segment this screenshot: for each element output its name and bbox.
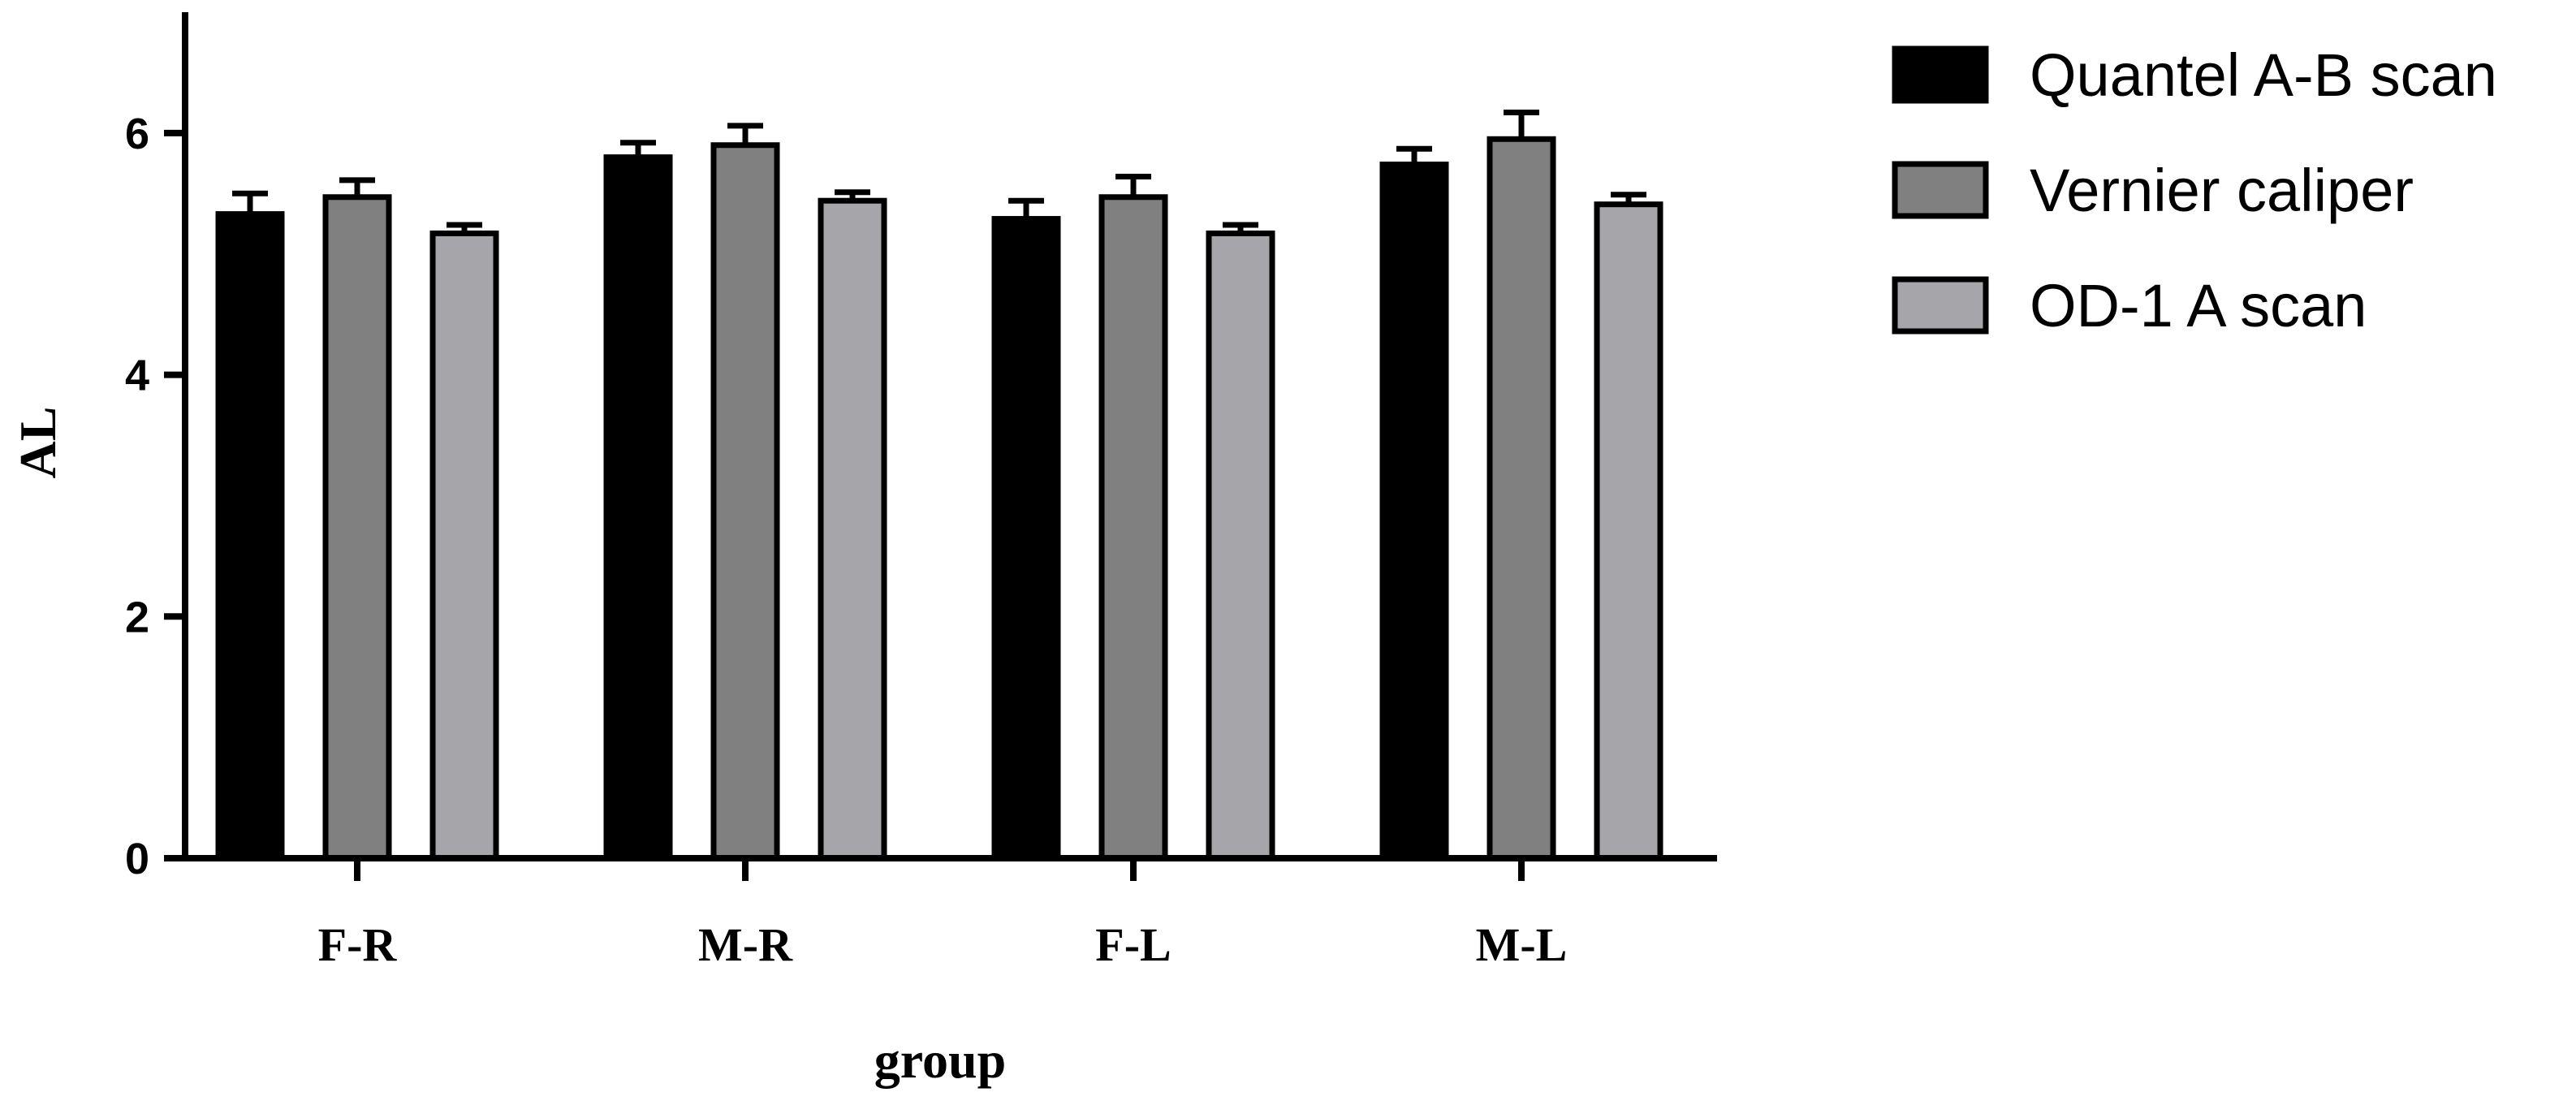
error-bar-f-r-series-2 (339, 177, 375, 197)
bar-f-r-series-2 (322, 194, 392, 861)
error-bar-m-l-series-3 (1611, 192, 1646, 205)
error-bar-f-l-series-2 (1115, 173, 1151, 197)
bar-f-l-series-1 (991, 216, 1061, 861)
bars-layer (215, 136, 1663, 861)
x-tick-label: M-L (1476, 918, 1568, 971)
legend-swatch (1892, 45, 1989, 104)
x-tick-label: M-R (698, 918, 793, 971)
legend-item-2: Vernier caliper (1892, 157, 2414, 224)
bar-m-r-series-2 (710, 142, 780, 861)
error-bar-m-r-series-2 (727, 123, 763, 145)
legend-label: Quantel A-B scan (2030, 41, 2497, 109)
error-bars-layer (232, 110, 1646, 234)
legend-label: Vernier caliper (2030, 157, 2414, 224)
legend-swatch (1892, 161, 1989, 219)
x-tick-label: F-R (318, 918, 398, 971)
error-bar-f-r-series-3 (447, 222, 482, 234)
bar-f-r-series-1 (215, 211, 285, 861)
y-axis-title: AL (9, 407, 67, 479)
legend-item-3: OD-1 A scan (1892, 272, 2367, 339)
bar-f-l-series-2 (1098, 194, 1168, 861)
bar-m-l-series-1 (1379, 162, 1449, 861)
legend: Quantel A-B scan Vernier caliper OD-1 A sc… (1892, 41, 2497, 339)
y-tick-label: 4 (125, 352, 149, 400)
error-bar-m-l-series-1 (1396, 145, 1432, 165)
error-bar-f-l-series-1 (1008, 197, 1044, 219)
x-tick-label: F-L (1095, 918, 1171, 971)
y-tick-label: 0 (125, 835, 149, 883)
y-ticks-layer: 0 2 4 6 (125, 110, 185, 883)
error-bar-m-l-series-2 (1504, 110, 1539, 140)
error-bar-f-l-series-3 (1223, 222, 1258, 234)
bar-f-l-series-3 (1206, 230, 1275, 861)
error-bar-m-r-series-1 (620, 140, 656, 158)
x-axis-title: group (874, 1031, 1006, 1089)
legend-item-1: Quantel A-B scan (1892, 41, 2497, 109)
y-tick-label: 6 (125, 110, 149, 158)
bar-m-l-series-3 (1594, 201, 1663, 861)
bar-f-r-series-3 (429, 230, 499, 861)
legend-label: OD-1 A scan (2030, 272, 2367, 339)
axes-layer (182, 12, 1717, 861)
bar-m-r-series-3 (818, 197, 887, 861)
bar-m-r-series-1 (603, 154, 673, 861)
error-bar-f-r-series-1 (232, 190, 268, 214)
legend-swatch (1892, 276, 1989, 335)
y-tick-label: 2 (125, 593, 149, 641)
x-ticks-layer: F-R M-R F-L M-L (318, 858, 1568, 971)
bar-m-l-series-2 (1486, 136, 1556, 861)
error-bar-m-r-series-3 (835, 189, 870, 201)
